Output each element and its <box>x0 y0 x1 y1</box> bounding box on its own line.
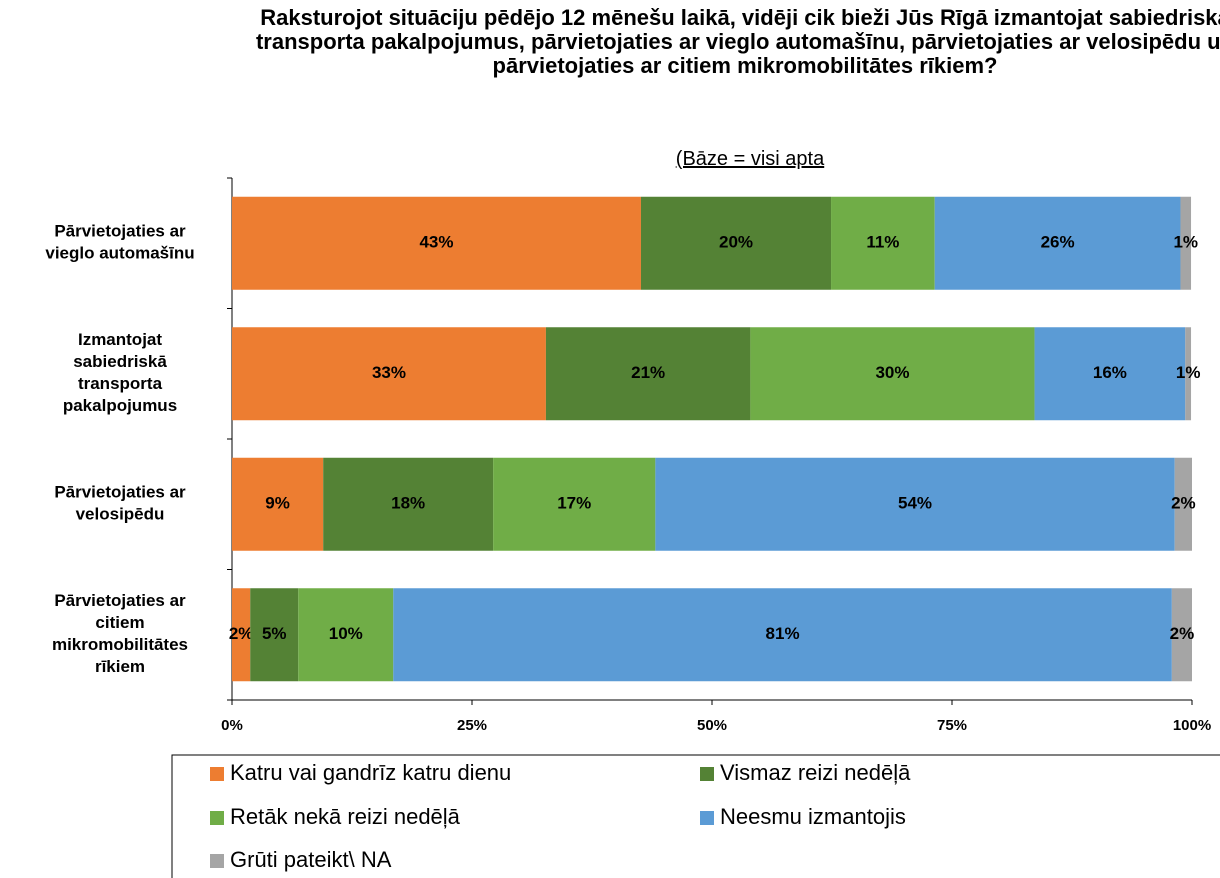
legend-swatch <box>210 811 224 825</box>
data-label: 5% <box>262 624 287 643</box>
legend-swatch <box>210 854 224 868</box>
x-tick-label: 100% <box>1173 717 1211 734</box>
bar-segment <box>545 327 751 421</box>
data-label: 10% <box>329 624 363 643</box>
x-tick-label: 50% <box>697 717 727 734</box>
data-label: 1% <box>1173 233 1198 252</box>
legend-swatch <box>210 767 224 781</box>
bar-segment <box>640 196 832 290</box>
legend-label: Retāk nekā reizi nedēļā <box>230 804 461 829</box>
data-label: 30% <box>875 363 909 382</box>
data-label: 2% <box>1171 494 1196 513</box>
bar-segment <box>250 588 299 682</box>
legend-label: Katru vai gandrīz katru dienu <box>230 760 511 785</box>
bar-segment <box>1174 457 1192 551</box>
data-label: 1% <box>1176 363 1201 382</box>
bar-segment <box>1180 196 1192 290</box>
category-label: Pārvietojaties ar vieglo automašīnu <box>45 222 194 263</box>
category-label: Pārvietojaties ar citiem mikromobilitātes r… <box>52 591 188 676</box>
legend-swatch <box>700 767 714 781</box>
x-tick-label: 25% <box>457 717 487 734</box>
data-label: 20% <box>719 233 753 252</box>
data-label: 81% <box>766 624 800 643</box>
bar-segment <box>323 457 494 551</box>
data-label: 18% <box>391 494 425 513</box>
category-label: Izmantojat sabiedriskā transporta pakalpoju… <box>63 330 177 415</box>
bar-segment <box>232 588 251 682</box>
data-label: 16% <box>1093 363 1127 382</box>
data-label: 2% <box>229 624 254 643</box>
legend-box <box>171 754 1220 878</box>
bar-segment <box>1171 588 1192 682</box>
legend-swatch <box>700 811 714 825</box>
bar-segment <box>831 196 935 290</box>
bar-segment <box>232 196 641 290</box>
data-label: 9% <box>265 494 290 513</box>
subtitle-text: (Bāze = visi apta <box>675 148 825 170</box>
legend-label: Vismaz reizi nedēļā <box>720 760 911 785</box>
data-label: 54% <box>898 494 932 513</box>
legend-label: Grūti pateikt\ NA <box>230 847 392 872</box>
bar-segment <box>393 588 1172 682</box>
x-tick-label: 0% <box>221 717 243 734</box>
chart-title: Raksturojot situāciju pēdējo 12 mēnešu l… <box>255 5 1220 78</box>
bar-segment <box>655 457 1175 551</box>
data-label: 2% <box>1170 624 1195 643</box>
bar-segment <box>1185 327 1192 421</box>
chart-subtitle: (Bāze = visi apta <box>550 148 950 171</box>
data-label: 43% <box>419 233 453 252</box>
data-label: 21% <box>631 363 665 382</box>
data-label: 11% <box>866 233 899 252</box>
bar-segment <box>750 327 1035 421</box>
bar-segment <box>232 457 324 551</box>
category-label: Pārvietojaties ar velosipēdu <box>54 483 186 524</box>
bar-segment <box>493 457 656 551</box>
bar-segment <box>232 327 546 421</box>
data-label: 33% <box>372 363 406 382</box>
bar-segment <box>298 588 394 682</box>
x-tick-label: 75% <box>937 717 967 734</box>
bar-segment <box>1034 327 1186 421</box>
data-label: 26% <box>1041 233 1075 252</box>
legend-label: Neesmu izmantojis <box>720 804 906 829</box>
data-label: 17% <box>557 494 591 513</box>
bar-segment <box>934 196 1181 290</box>
